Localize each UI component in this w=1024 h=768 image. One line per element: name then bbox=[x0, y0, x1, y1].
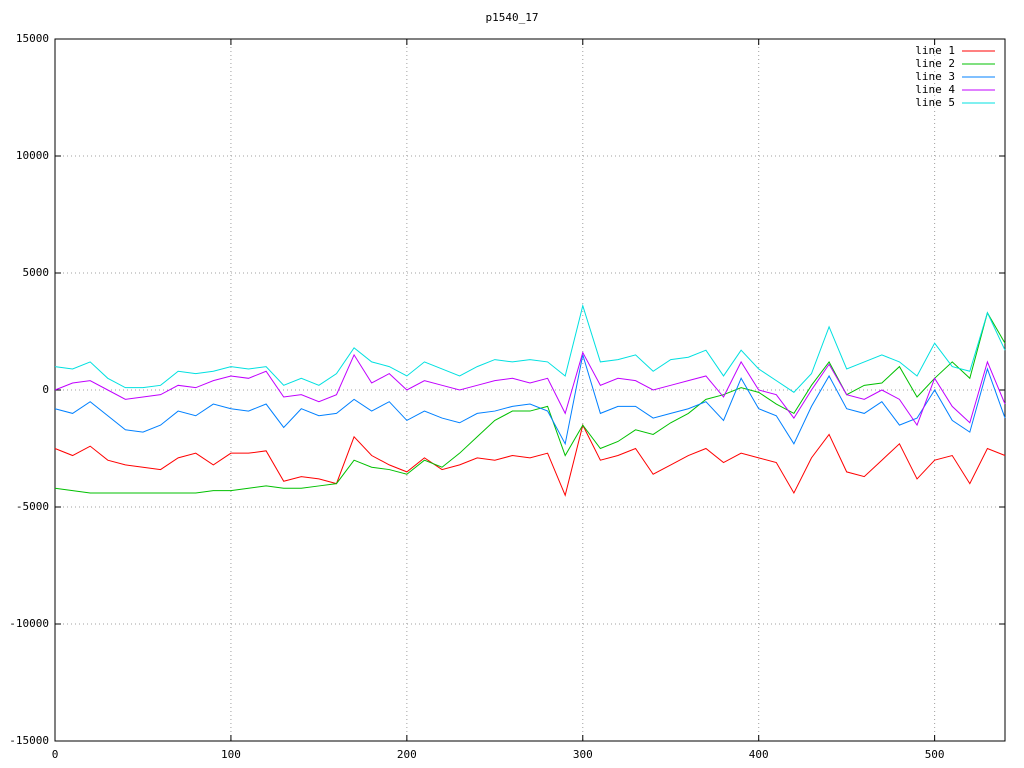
legend-label: line 1 bbox=[915, 44, 955, 57]
data-line bbox=[54, 311, 1006, 494]
y-tick-label: 5000 bbox=[23, 266, 50, 279]
data-line bbox=[54, 351, 1006, 427]
data-line bbox=[54, 423, 1006, 497]
legend-label: line 2 bbox=[915, 57, 955, 70]
x-tick-label: 400 bbox=[749, 748, 769, 761]
x-tick-label: 300 bbox=[573, 748, 593, 761]
y-tick-label: 10000 bbox=[16, 149, 49, 162]
chart-title: p1540_17 bbox=[486, 11, 539, 24]
x-tick-label: 100 bbox=[221, 748, 241, 761]
data-line bbox=[54, 354, 1006, 446]
x-tick-label: 500 bbox=[925, 748, 945, 761]
y-tick-label: -15000 bbox=[9, 734, 49, 747]
legend-label: line 3 bbox=[915, 70, 955, 83]
y-tick-label: 0 bbox=[42, 383, 49, 396]
y-tick-label: 15000 bbox=[16, 32, 49, 45]
x-tick-label: 200 bbox=[397, 748, 417, 761]
y-tick-label: -5000 bbox=[16, 500, 49, 513]
x-tick-label: 0 bbox=[52, 748, 59, 761]
data-line bbox=[54, 303, 1006, 393]
legend-label: line 5 bbox=[915, 96, 955, 109]
plot-frame bbox=[54, 38, 1006, 742]
legend-label: line 4 bbox=[915, 83, 955, 96]
y-tick-label: -10000 bbox=[9, 617, 49, 630]
